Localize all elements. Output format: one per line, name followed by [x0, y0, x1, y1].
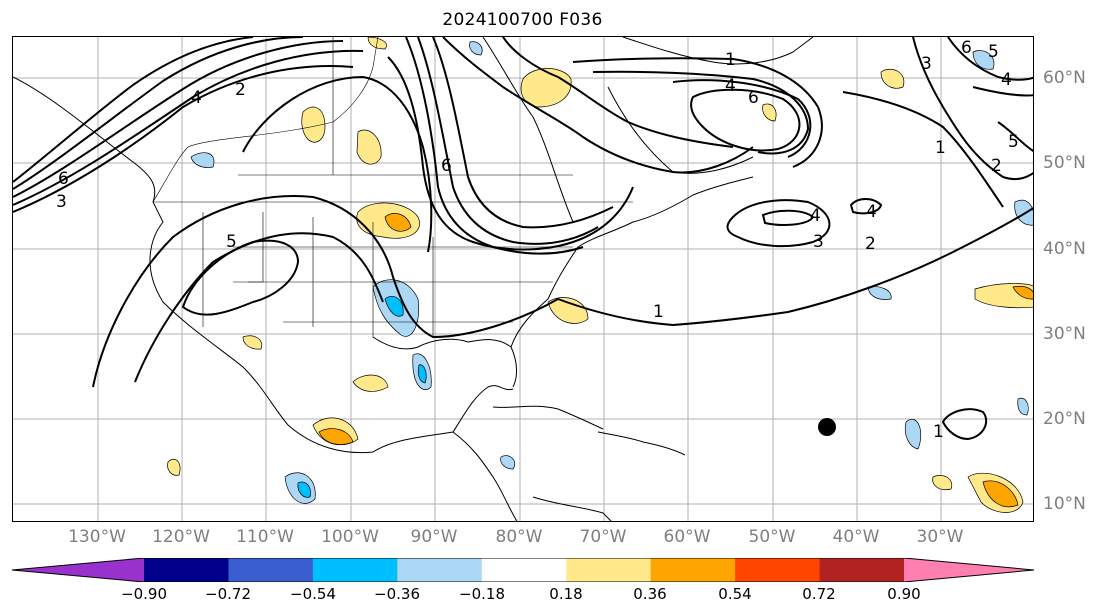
- colorbar-cell: [566, 558, 652, 582]
- lat-tick: 60°N: [1043, 68, 1086, 88]
- lon-tick: 90°W: [410, 527, 458, 547]
- storm-marker: [818, 418, 836, 436]
- contour-label: 1: [725, 50, 736, 70]
- contour-label: 4: [1001, 70, 1012, 90]
- contour-label: 2: [991, 156, 1002, 176]
- colorbar-label: 0.90: [887, 585, 921, 603]
- colorbar-cell: [650, 558, 736, 582]
- contour-label: 6: [58, 169, 69, 189]
- colorbar-label: 0.18: [549, 585, 583, 603]
- lat-tick: 50°N: [1043, 153, 1086, 173]
- contour-label: 2: [235, 80, 246, 100]
- contour-label: 5: [226, 232, 237, 252]
- colorbar-label: −0.18: [459, 585, 505, 603]
- lon-tick: 50°W: [748, 527, 796, 547]
- contour-label: 2: [865, 234, 876, 254]
- lon-tick: 40°W: [832, 527, 880, 547]
- contour-label: 1: [653, 302, 664, 322]
- contour-label: 1: [933, 422, 944, 442]
- colorbar-extend-high: [904, 558, 1034, 582]
- contour-label: 5: [1008, 132, 1019, 152]
- contour-label: 6: [961, 38, 972, 58]
- colorbar-cell: [735, 558, 821, 582]
- contour-label: 1: [935, 138, 946, 158]
- lat-tick: 40°N: [1043, 239, 1086, 259]
- lon-tick: 100°W: [321, 527, 379, 547]
- colorbar-label: 0.72: [802, 585, 836, 603]
- colorbar-label: −0.90: [121, 585, 167, 603]
- colorbar-label: 0.54: [718, 585, 752, 603]
- contour-label: 4: [866, 202, 877, 222]
- contour-label: 4: [810, 206, 821, 226]
- contours: [13, 37, 1033, 441]
- colorbar-label: −0.54: [290, 585, 336, 603]
- contour-label: 3: [921, 54, 932, 74]
- colorbar-cell: [397, 558, 483, 582]
- colorbar-cell: [228, 558, 314, 582]
- contour-label: 3: [56, 192, 67, 212]
- map-canvas: 1 4 6 2 4 6 3 6 5 4 4 3 2 1 1 2 5 6 5 4 …: [13, 37, 1033, 521]
- lon-tick: 60°W: [663, 527, 711, 547]
- map-title: 2024100700 F036: [442, 10, 603, 30]
- contour-label: 5: [988, 42, 999, 62]
- colorbar: [11, 558, 1035, 582]
- contour-label: 4: [725, 76, 736, 96]
- colorbar-label: 0.36: [633, 585, 667, 603]
- shaded-anomalies: [167, 37, 1033, 513]
- contour-label: 6: [748, 88, 759, 108]
- contour-label: 4: [191, 88, 202, 108]
- colorbar-cell: [312, 558, 398, 582]
- lat-tick: 20°N: [1043, 409, 1086, 429]
- lon-tick: 30°W: [916, 527, 964, 547]
- lat-tick: 10°N: [1043, 494, 1086, 514]
- colorbar-cell: [819, 558, 905, 582]
- colorbar-cell: [144, 558, 229, 582]
- graticule: [13, 37, 1033, 521]
- contour-labels: 1 4 6 2 4 6 3 6 5 4 4 3 2 1 1 2 5 6 5 4 …: [56, 38, 1019, 442]
- lat-tick: 30°N: [1043, 324, 1086, 344]
- colorbar-label: −0.72: [205, 585, 251, 603]
- colorbar-cell: [481, 558, 567, 582]
- lon-tick: 80°W: [495, 527, 543, 547]
- contour-label: 6: [441, 156, 452, 176]
- lon-tick: 130°W: [68, 527, 126, 547]
- lon-tick: 70°W: [579, 527, 627, 547]
- contour-label: 3: [813, 232, 824, 252]
- colorbar-extend-low: [12, 558, 144, 582]
- colorbar-label: −0.36: [374, 585, 420, 603]
- map-panel: 1 4 6 2 4 6 3 6 5 4 4 3 2 1 1 2 5 6 5 4 …: [12, 36, 1034, 522]
- lon-tick: 110°W: [236, 527, 294, 547]
- lon-tick: 120°W: [152, 527, 210, 547]
